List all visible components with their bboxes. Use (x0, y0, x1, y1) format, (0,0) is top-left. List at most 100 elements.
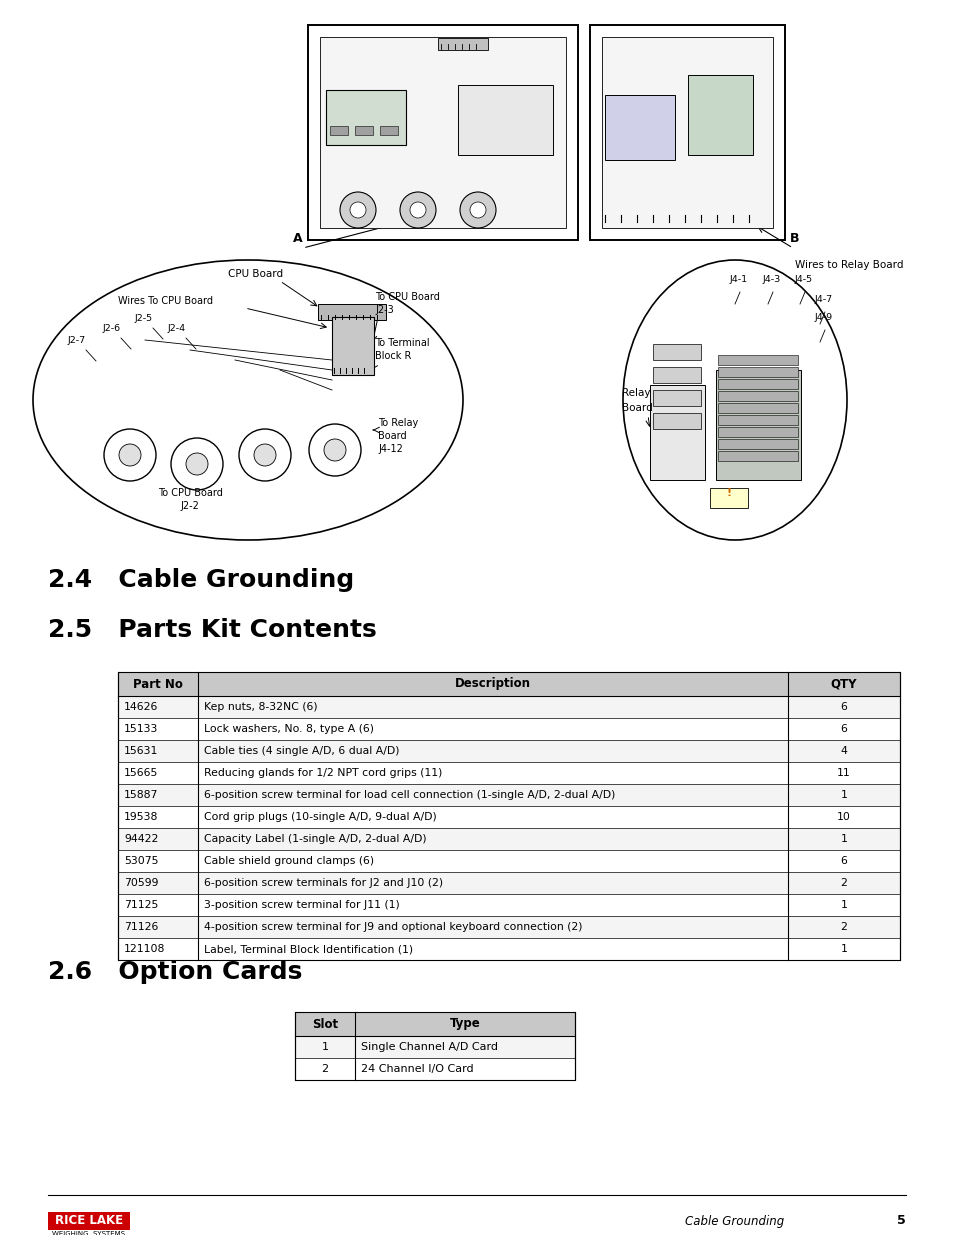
Text: To CPU Board: To CPU Board (375, 291, 439, 303)
Text: 53075: 53075 (124, 856, 158, 866)
Bar (118, 850, 899, 872)
Text: 71125: 71125 (124, 900, 158, 910)
Bar (718, 438, 797, 450)
Bar (709, 488, 747, 508)
Circle shape (309, 424, 360, 475)
Text: 2.4   Cable Grounding: 2.4 Cable Grounding (48, 568, 354, 592)
Text: Reducing glands for 1/2 NPT cord grips (11): Reducing glands for 1/2 NPT cord grips (… (204, 768, 442, 778)
Text: J4-1: J4-1 (729, 275, 747, 284)
Text: 6: 6 (840, 856, 846, 866)
Text: Block R: Block R (375, 351, 411, 361)
Bar (118, 718, 899, 740)
Bar (118, 762, 899, 784)
Bar (718, 403, 797, 412)
Bar (649, 385, 704, 480)
Text: J4-12: J4-12 (377, 445, 402, 454)
Text: 5: 5 (897, 1214, 905, 1228)
Text: J2-2: J2-2 (180, 501, 199, 511)
Text: J4-3: J4-3 (762, 275, 781, 284)
Text: Kep nuts, 8-32NC (6): Kep nuts, 8-32NC (6) (204, 701, 317, 713)
Text: J4-7: J4-7 (814, 295, 832, 304)
Circle shape (171, 438, 223, 490)
Bar (718, 379, 797, 389)
Circle shape (470, 203, 485, 219)
Text: 2: 2 (321, 1065, 328, 1074)
Bar (118, 784, 899, 806)
Bar (604, 95, 675, 161)
Text: 1: 1 (840, 834, 846, 844)
Text: To Relay: To Relay (377, 417, 417, 429)
Bar (118, 827, 899, 850)
Bar (48, 1212, 130, 1230)
Bar (652, 367, 700, 383)
Text: 15665: 15665 (124, 768, 158, 778)
Circle shape (186, 453, 208, 475)
Text: Wires to Relay Board: Wires to Relay Board (794, 261, 902, 270)
Text: 121108: 121108 (124, 944, 165, 953)
Text: J4-9: J4-9 (814, 312, 832, 322)
Bar (437, 38, 488, 49)
Text: 71126: 71126 (124, 923, 158, 932)
Bar (118, 916, 899, 939)
Text: 2: 2 (840, 923, 846, 932)
Bar (118, 939, 899, 960)
Text: 1: 1 (840, 790, 846, 800)
Circle shape (399, 191, 436, 228)
Text: Relay: Relay (621, 388, 650, 398)
Text: RICE LAKE: RICE LAKE (55, 1214, 123, 1228)
Text: Wires To CPU Board: Wires To CPU Board (118, 296, 213, 306)
Text: Cable ties (4 single A/D, 6 dual A/D): Cable ties (4 single A/D, 6 dual A/D) (204, 746, 399, 756)
Bar (355, 126, 373, 135)
Bar (716, 370, 801, 480)
Text: J2-6: J2-6 (103, 324, 121, 333)
Ellipse shape (33, 261, 462, 540)
Text: Description: Description (455, 678, 531, 690)
Bar (118, 872, 899, 894)
Bar (718, 391, 797, 401)
Text: Label, Terminal Block Identification (1): Label, Terminal Block Identification (1) (204, 944, 413, 953)
Text: Part No: Part No (132, 678, 183, 690)
Bar (294, 1011, 575, 1036)
Bar (457, 85, 553, 156)
Circle shape (350, 203, 366, 219)
Bar (326, 90, 406, 144)
Text: A: A (293, 232, 302, 245)
Circle shape (339, 191, 375, 228)
Ellipse shape (622, 261, 846, 540)
Text: Cable Grounding: Cable Grounding (684, 1214, 783, 1228)
Text: 11: 11 (836, 768, 850, 778)
Text: 1: 1 (840, 944, 846, 953)
Text: To CPU Board: To CPU Board (157, 488, 222, 498)
Circle shape (324, 438, 346, 461)
Text: 6-position screw terminals for J2 and J10 (2): 6-position screw terminals for J2 and J1… (204, 878, 442, 888)
Text: 15133: 15133 (124, 724, 158, 734)
Text: J2-7: J2-7 (68, 336, 86, 345)
Bar (319, 37, 565, 228)
Bar (118, 894, 899, 916)
Bar (652, 412, 700, 429)
Text: B: B (789, 232, 799, 245)
Text: Capacity Label (1-single A/D, 2-dual A/D): Capacity Label (1-single A/D, 2-dual A/D… (204, 834, 426, 844)
Text: J2-4: J2-4 (168, 324, 186, 333)
Bar (118, 672, 899, 960)
Text: QTY: QTY (830, 678, 857, 690)
Circle shape (410, 203, 426, 219)
Text: WEIGHING  SYSTEMS: WEIGHING SYSTEMS (52, 1231, 126, 1235)
Bar (589, 25, 784, 240)
Circle shape (253, 445, 275, 466)
Text: J4-5: J4-5 (794, 275, 812, 284)
Text: J2-3: J2-3 (375, 305, 394, 315)
Bar (118, 806, 899, 827)
Bar (308, 25, 578, 240)
Bar (601, 37, 772, 228)
Text: Lock washers, No. 8, type A (6): Lock washers, No. 8, type A (6) (204, 724, 374, 734)
Circle shape (119, 445, 141, 466)
Text: 1: 1 (840, 900, 846, 910)
Bar (652, 345, 700, 359)
Bar (718, 367, 797, 377)
Bar (379, 126, 397, 135)
Bar (118, 672, 899, 697)
Bar (118, 740, 899, 762)
Bar (718, 427, 797, 437)
Bar (718, 354, 797, 366)
